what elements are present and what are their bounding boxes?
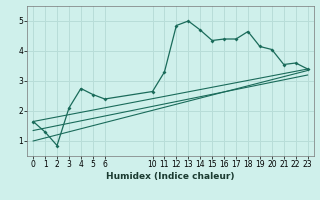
X-axis label: Humidex (Indice chaleur): Humidex (Indice chaleur): [106, 172, 235, 181]
